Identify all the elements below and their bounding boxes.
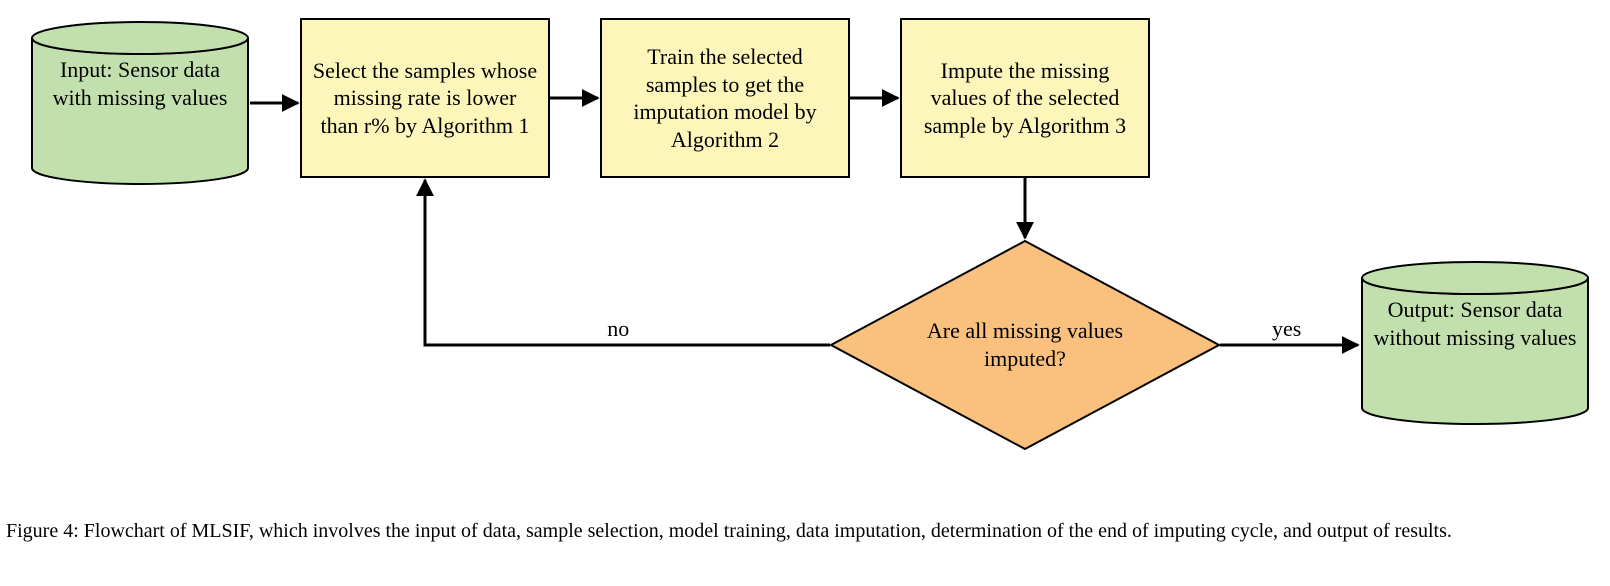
output-label: Output: Sensor data without missing valu…	[1368, 296, 1582, 351]
decision-label: Are all missing values imputed?	[916, 286, 1134, 404]
edge-yes-label: yes	[1272, 315, 1301, 343]
select-rect: Select the samples whose missing rate is…	[300, 18, 550, 178]
select-label: Select the samples whose missing rate is…	[312, 57, 538, 140]
input-label: Input: Sensor data with missing values	[38, 56, 242, 111]
impute-label: Impute the missing values of the selecte…	[912, 57, 1138, 140]
train-rect: Train the selected samples to get the im…	[600, 18, 850, 178]
impute-rect: Impute the missing values of the selecte…	[900, 18, 1150, 178]
edge-no-label: no	[607, 315, 629, 343]
train-label: Train the selected samples to get the im…	[612, 43, 838, 153]
figure-caption: Figure 4: Flowchart of MLSIF, which invo…	[0, 520, 1610, 543]
flowchart-canvas: Input: Sensor data with missing values Se…	[0, 0, 1610, 586]
